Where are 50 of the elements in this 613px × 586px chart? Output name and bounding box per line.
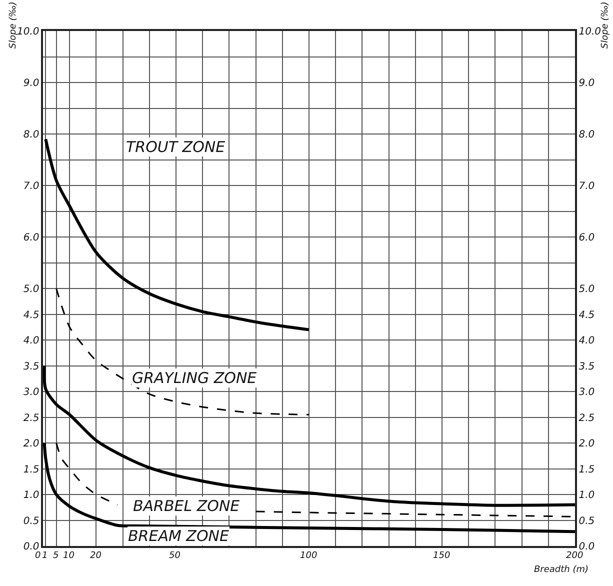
y-tick-label: 5.0 — [23, 284, 40, 295]
y-tick-label: 0.5 — [23, 516, 40, 527]
x-tick-label: 200 — [566, 551, 584, 561]
line-series — [44, 138, 310, 332]
y-tick-label: 1.0 — [23, 490, 40, 501]
x-tick-label: 50 — [169, 551, 181, 561]
y-tick-label: 2.0 — [23, 438, 40, 450]
y-tick-label: 2.5 — [23, 412, 40, 424]
y2-tick-label: 5.0 — [578, 284, 595, 295]
y2-tick-label: 1.0 — [578, 490, 595, 501]
y-tick-label: 1.5 — [23, 464, 40, 476]
x-tick-label: 10 — [63, 551, 75, 561]
y-tick-label: 8.0 — [23, 130, 40, 140]
y2-tick-label: 3.0 — [578, 387, 595, 398]
y2-tick-label: 9.0 — [578, 78, 595, 89]
y2-tick-label: 3.5 — [578, 361, 595, 372]
y2-tick-label: 10.0 — [578, 26, 602, 38]
y2-tick-label: 4.5 — [578, 310, 595, 321]
y-tick-label: 4.0 — [23, 336, 40, 346]
x-tick-label: 100 — [300, 551, 318, 561]
y2-tick-label: 0.5 — [578, 516, 595, 527]
x-tick-label: 5 — [53, 551, 59, 561]
y-tick-label: 3.0 — [23, 387, 40, 398]
annotation: TROUT ZONE — [126, 138, 226, 156]
y2-tick-label: 2.5 — [578, 412, 595, 424]
y2-axis-title: Slope (‰) — [600, 2, 610, 49]
y2-tick-label: 2.0 — [578, 438, 595, 450]
y-tick-label: 4.5 — [23, 310, 40, 321]
y2-tick-label: 1.5 — [578, 464, 595, 476]
y-tick-label: 0.0 — [23, 542, 40, 552]
y2-tick-label: 4.0 — [578, 336, 595, 346]
y-tick-label: 7.0 — [23, 181, 40, 192]
y-tick-label: 10.0 — [16, 26, 40, 38]
y-tick-label: 6.0 — [23, 232, 40, 244]
annotation: GRAYLING ZONE — [132, 369, 258, 387]
annotation: BREAM ZONE — [128, 527, 230, 545]
x-tick-label: 150 — [433, 551, 450, 561]
y-axis-title: Slope (‰) — [8, 2, 18, 49]
line-series — [56, 288, 310, 416]
y2-tick-label: 6.0 — [578, 232, 595, 244]
x-tick-label: 0 — [35, 551, 41, 561]
y-tick-label: 3.5 — [23, 361, 40, 372]
y2-tick-label: 8.0 — [578, 130, 595, 140]
annotation: BARBEL ZONE — [133, 497, 240, 515]
x-tick-label: 20 — [90, 551, 102, 561]
y-tick-label: 9.0 — [23, 78, 40, 89]
y2-tick-label: 7.0 — [578, 181, 595, 192]
x-axis-title: Breadth (m) — [534, 565, 589, 575]
x-tick-label: 1 — [42, 551, 48, 561]
y2-tick-label: 0.0 — [578, 542, 595, 552]
